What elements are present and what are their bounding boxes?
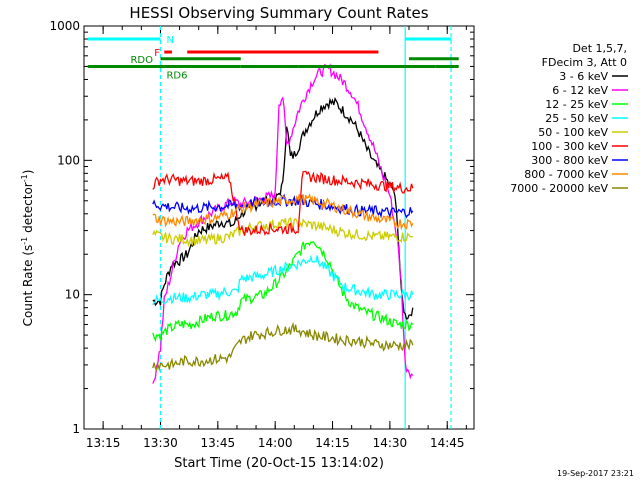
y-tick-label: 1: [72, 422, 80, 436]
series-line: [152, 240, 414, 343]
svg-text:Count Rate (s-1 detector-1): Count Rate (s-1 detector-1): [20, 170, 35, 327]
ylabel-end: ): [21, 170, 35, 175]
legend-header: FDecim 3, Att 0: [542, 56, 627, 69]
x-axis-label: Start Time (20-Oct-15 13:14:02): [174, 456, 384, 471]
ylabel-sup2: -1: [20, 174, 29, 182]
status-bar-label: RD6: [166, 70, 187, 81]
series-line: [152, 193, 414, 231]
y-tick-label: 10: [65, 288, 80, 302]
series-line: [152, 193, 414, 219]
status-bar-label: F: [154, 48, 160, 59]
status-bar-label: RDO: [130, 55, 153, 66]
series-line: [152, 321, 414, 372]
plot-area: 1 10 100 1000 13:15 13:30 13:45 14:00 14:15 14:30…: [49, 19, 475, 450]
ylabel-main: Count Rate (s: [21, 245, 35, 327]
legend-entry-label: 300 - 800 keV: [531, 154, 608, 167]
legend-entry-label: 25 - 50 keV: [545, 112, 608, 125]
x-tick-label: 13:45: [201, 436, 236, 450]
status-bar-label: N: [166, 35, 173, 46]
series-line: [152, 217, 413, 248]
legend-header: Det 1,5,7,: [572, 42, 627, 55]
legend-entry-label: 7000 - 20000 keV: [510, 182, 608, 195]
series-line: [152, 254, 414, 306]
x-tick-label: 13:15: [86, 436, 121, 450]
footer-timestamp: 19-Sep-2017 23:21: [557, 469, 634, 478]
x-tick-label: 13:30: [143, 436, 178, 450]
series-line: [152, 63, 414, 384]
ylabel-sup1: -1: [20, 237, 29, 245]
series-line: [152, 96, 414, 320]
ylabel-mid: detector: [21, 182, 35, 237]
x-tick-label: 14:00: [258, 436, 293, 450]
y-axis-label: Count Rate (s-1 detector-1): [20, 170, 35, 327]
y-tick-label: 100: [57, 153, 80, 167]
y-tick-label: 1000: [49, 19, 80, 33]
legend-entry-label: 50 - 100 keV: [538, 126, 608, 139]
chart-title: HESSI Observing Summary Count Rates: [129, 4, 428, 22]
legend-entry-label: 6 - 12 keV: [552, 84, 608, 97]
x-tick-label: 14:30: [373, 436, 408, 450]
x-tick-label: 14:15: [315, 436, 350, 450]
legend-entry-label: 800 - 7000 keV: [524, 168, 608, 181]
legend-entry-label: 12 - 25 keV: [545, 98, 608, 111]
plot-frame: [83, 25, 475, 430]
x-tick-label: 14:45: [430, 436, 465, 450]
legend-entry-label: 100 - 300 keV: [531, 140, 608, 153]
series-line: [152, 170, 414, 236]
legend-entry-label: 3 - 6 keV: [559, 70, 608, 83]
